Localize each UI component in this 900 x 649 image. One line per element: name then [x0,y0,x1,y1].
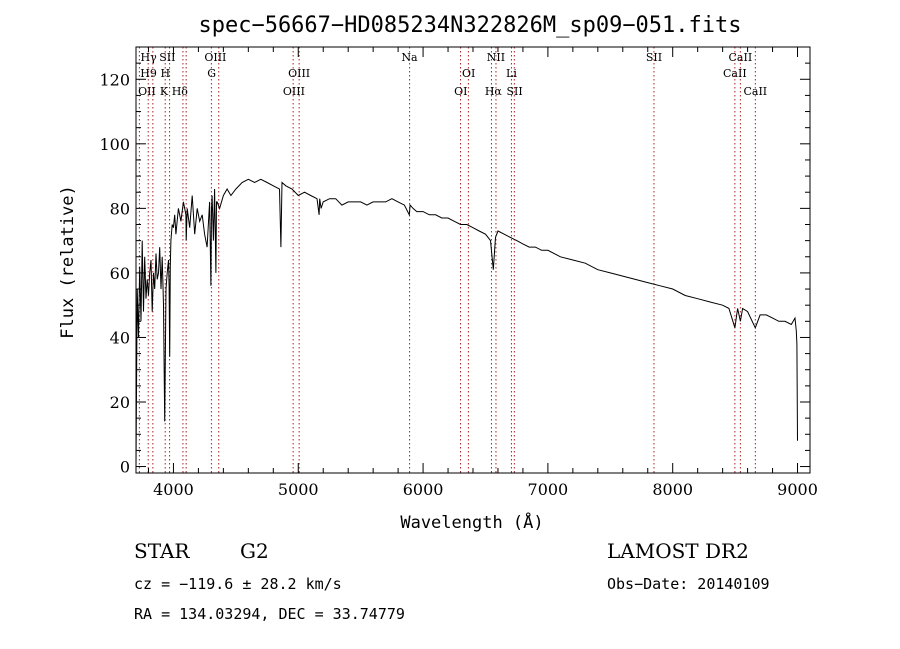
line-label-3: SII [159,51,175,64]
line-label-13: OI [454,85,467,98]
line-label-19: CaII [729,51,753,64]
coordinates: RA = 134.03294, DEC = 33.74779 [134,605,405,623]
line-label-9: OIII [288,67,310,80]
x-axis-label: Wavelength (Å) [400,511,543,533]
redshift-cz: cz = −119.6 ± 28.2 km/s [134,575,342,593]
y-tick-label-6: 120 [99,70,130,89]
line-label-21: CaII [743,85,767,98]
line-label-18: SII [646,51,662,64]
line-label-7: OIII [204,51,226,64]
line-label-10: OIII [283,85,305,98]
line-label-12: OI [462,67,475,80]
y-axis-ticks: 0 20 40 60 80 100 120 [99,62,810,477]
line-label-0: Hγ [141,51,158,64]
chart-title: spec−56667−HD085234N322826M_sp09−051.fit… [198,13,741,38]
y-tick-label-3: 60 [110,264,130,283]
line-label-8: G [207,67,216,80]
line-label-1: H9 [140,67,157,80]
line-label-2: OII [138,85,156,98]
y-tick-label-2: 40 [110,328,130,347]
x-axis-ticks: 4000 5000 6000 7000 8000 9000 [147,47,818,499]
object-subclass: G2 [240,539,269,563]
line-label-11: Na [401,51,418,64]
x-tick-label-4: 8000 [652,480,693,499]
x-tick-label-3: 7000 [528,480,569,499]
line-label-14: NII [487,51,505,64]
obs-date: Obs−Date: 20140109 [607,575,770,593]
spectral-line-labels: Hγ H9 OII SII HK Hδ OIII G OIII OIII Na OI OI NII HαLi… [138,51,767,98]
spectral-line-markers [138,47,756,473]
line-label-17: SII [506,85,522,98]
line-label-16: Li [506,67,517,80]
y-tick-label-1: 20 [110,393,130,412]
x-tick-label-2: 6000 [403,480,444,499]
spectrum-series-line [135,178,798,467]
line-label-5: K [160,85,169,98]
y-axis-label: Flux (relative) [58,185,78,339]
survey-name: LAMOST DR2 [607,539,749,563]
x-tick-label-1: 5000 [278,480,319,499]
y-tick-label-0: 0 [120,458,130,477]
line-label-4: H [161,67,171,80]
y-tick-label-5: 100 [99,135,130,154]
line-label-15: Hα [485,85,503,98]
line-label-6: Hδ [172,85,189,98]
x-tick-label-5: 9000 [777,480,818,499]
plot-frame [135,46,811,474]
x-tick-label-0: 4000 [153,480,194,499]
y-tick-label-4: 80 [110,199,130,218]
line-label-20: CaII [723,67,747,80]
object-class: STAR [134,539,190,563]
